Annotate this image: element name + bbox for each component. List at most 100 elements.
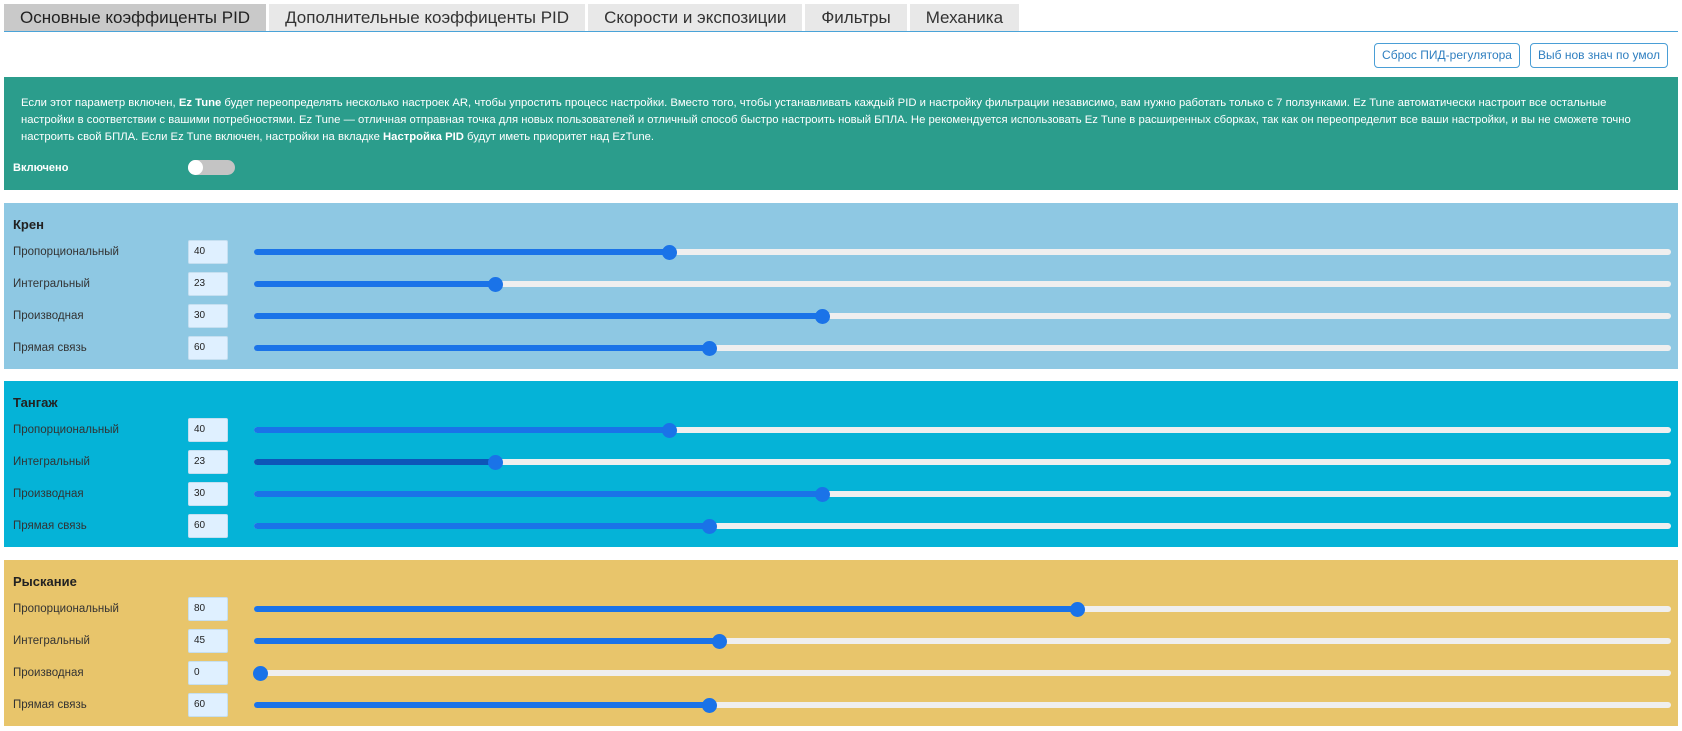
slider-track — [254, 638, 1671, 644]
axis-panel-pitch: Тангаж Пропорциональный 40 Интегральный 23 Пр… — [4, 381, 1678, 547]
slider-fill — [254, 281, 495, 287]
param-label: Производная — [13, 667, 84, 679]
param-slider[interactable] — [254, 421, 1671, 439]
axis-title: Тангаж — [13, 395, 58, 410]
slider-track — [254, 523, 1671, 529]
param-slider[interactable] — [254, 307, 1671, 325]
slider-thumb[interactable] — [815, 309, 831, 324]
slider-fill — [254, 491, 823, 497]
eztune-panel: Если этот параметр включен, Ez Tune буде… — [4, 77, 1678, 190]
param-value-input[interactable]: 80 — [188, 597, 228, 621]
slider-track — [254, 313, 1671, 319]
param-row: Интегральный 45 — [13, 625, 1678, 657]
param-value-input[interactable]: 60 — [188, 336, 228, 360]
slider-track — [254, 491, 1671, 497]
param-slider[interactable] — [254, 243, 1671, 261]
param-value-input[interactable]: 30 — [188, 482, 228, 506]
param-slider[interactable] — [254, 517, 1671, 535]
tab-rates-expo[interactable]: Скорости и экспозиции — [588, 4, 803, 31]
reset-pid-button[interactable]: Сброс ПИД-регулятора — [1374, 43, 1520, 68]
slider-track — [254, 459, 1671, 465]
slider-fill — [254, 345, 709, 351]
param-label: Пропорциональный — [13, 246, 119, 258]
param-value-input[interactable]: 40 — [188, 240, 228, 264]
param-value-input[interactable]: 23 — [188, 272, 228, 296]
tab-bar: Основные коэффиценты PID Дополнительные … — [4, 4, 1020, 31]
eztune-enabled-toggle[interactable] — [188, 160, 235, 175]
eztune-enable-row: Включено — [13, 160, 235, 175]
param-row: Пропорциональный 40 — [13, 414, 1678, 446]
param-row: Прямая связь 60 — [13, 332, 1678, 364]
param-slider[interactable] — [252, 664, 1671, 682]
slider-thumb[interactable] — [252, 666, 268, 681]
param-value-input[interactable]: 45 — [188, 629, 228, 653]
load-defaults-button[interactable]: Выб нов знач по умол — [1529, 43, 1668, 68]
action-bar: Сброс ПИД-регулятора Выб нов знач по умо… — [1374, 43, 1668, 68]
slider-fill — [254, 702, 709, 708]
slider-fill — [254, 638, 719, 644]
slider-thumb[interactable] — [1070, 602, 1086, 617]
slider-thumb[interactable] — [662, 245, 678, 260]
param-label: Производная — [13, 310, 84, 322]
slider-track — [254, 249, 1671, 255]
param-value-input[interactable]: 40 — [188, 418, 228, 442]
slider-thumb[interactable] — [701, 519, 717, 534]
slider-fill — [254, 523, 709, 529]
param-value-input[interactable]: 30 — [188, 304, 228, 328]
param-row: Прямая связь 60 — [13, 510, 1678, 542]
param-value-input[interactable]: 23 — [188, 450, 228, 474]
param-label: Пропорциональный — [13, 603, 119, 615]
param-row: Производная 30 — [13, 300, 1678, 332]
param-slider[interactable] — [254, 275, 1671, 293]
param-label: Производная — [13, 488, 84, 500]
slider-fill — [254, 313, 823, 319]
tab-mechanics[interactable]: Механика — [909, 4, 1020, 31]
param-slider[interactable] — [254, 600, 1671, 618]
param-row: Прямая связь 60 — [13, 689, 1678, 721]
param-row: Производная 30 — [13, 478, 1678, 510]
param-value-input[interactable]: 0 — [188, 661, 228, 685]
param-row: Интегральный 23 — [13, 268, 1678, 300]
slider-thumb[interactable] — [662, 423, 678, 438]
eztune-enabled-label: Включено — [13, 161, 69, 174]
slider-fill — [254, 427, 670, 433]
param-slider[interactable] — [254, 632, 1671, 650]
param-slider[interactable] — [254, 485, 1671, 503]
param-slider[interactable] — [254, 453, 1671, 471]
toggle-knob — [188, 160, 203, 175]
param-label: Прямая связь — [13, 520, 87, 532]
param-label: Пропорциональный — [13, 424, 119, 436]
param-slider[interactable] — [254, 696, 1671, 714]
slider-thumb[interactable] — [487, 277, 503, 292]
param-row: Производная 0 — [13, 657, 1678, 689]
param-label: Интегральный — [13, 456, 90, 468]
tab-basic-pid[interactable]: Основные коэффиценты PID — [4, 4, 267, 31]
slider-thumb[interactable] — [487, 455, 503, 470]
param-label: Интегральный — [13, 278, 90, 290]
param-label: Интегральный — [13, 635, 90, 647]
param-value-input[interactable]: 60 — [188, 514, 228, 538]
slider-track — [254, 281, 1671, 287]
tab-underline — [4, 31, 1678, 32]
param-label: Прямая связь — [13, 699, 87, 711]
slider-track — [254, 702, 1671, 708]
slider-track — [254, 345, 1671, 351]
tab-filters[interactable]: Фильтры — [805, 4, 907, 31]
param-slider[interactable] — [254, 339, 1671, 357]
axis-panel-yaw: Рыскание Пропорциональный 80 Интегральный 45… — [4, 560, 1678, 726]
slider-thumb[interactable] — [701, 341, 717, 356]
param-row: Интегральный 23 — [13, 446, 1678, 478]
slider-thumb[interactable] — [711, 634, 727, 649]
axis-title: Рыскание — [13, 574, 77, 589]
slider-fill — [254, 606, 1078, 612]
slider-thumb[interactable] — [815, 487, 831, 502]
slider-thumb[interactable] — [701, 698, 717, 713]
axis-panel-roll: Крен Пропорциональный 40 Интегральный 23 Прои… — [4, 203, 1678, 369]
slider-track — [254, 427, 1671, 433]
tab-advanced-pid[interactable]: Дополнительные коэффиценты PID — [269, 4, 586, 31]
slider-fill — [254, 249, 670, 255]
axis-title: Крен — [13, 217, 44, 232]
param-row: Пропорциональный 40 — [13, 236, 1678, 268]
slider-fill — [254, 459, 495, 465]
param-value-input[interactable]: 60 — [188, 693, 228, 717]
